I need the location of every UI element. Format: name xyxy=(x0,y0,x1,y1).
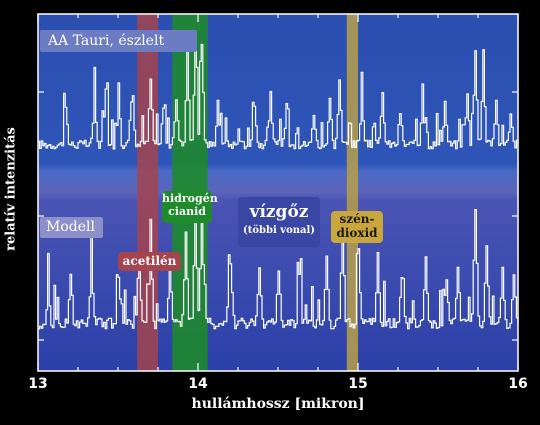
water-label-subtitle: (többi vonal) xyxy=(242,224,316,236)
co2-label: szén- dioxid xyxy=(331,211,383,243)
molecule-band xyxy=(346,14,358,371)
acetylene-label-text: acetilén xyxy=(122,254,177,268)
hcn-label-line2: cianid xyxy=(168,204,206,218)
observed-spectrum-line xyxy=(38,43,519,150)
x-tick-label: 15 xyxy=(348,376,368,392)
x-tick-label: 14 xyxy=(188,376,208,392)
co2-label-line2: dioxid xyxy=(336,225,378,240)
molecule-band xyxy=(137,14,158,371)
co2-label-line1: szén- xyxy=(339,212,375,226)
model-spectrum-line xyxy=(38,205,519,330)
x-tick-label: 13 xyxy=(28,376,48,392)
water-label: vízgőz (többi vonal) xyxy=(238,197,320,247)
hcn-label: hidrogén cianid xyxy=(162,191,218,223)
x-tick-label: 16 xyxy=(508,376,528,392)
y-axis-label-text: relatív intenzitás xyxy=(3,127,19,251)
tick-layer xyxy=(37,14,519,371)
trace-layer xyxy=(38,43,519,330)
observed-panel-label: AA Tauri, észlelt xyxy=(40,30,197,52)
plot-background xyxy=(38,14,518,371)
hcn-label-line1: hidrogén xyxy=(162,192,218,205)
acetylene-label: acetilén xyxy=(118,252,181,271)
water-label-title: vízgőz xyxy=(249,202,309,222)
model-panel-label: Modell xyxy=(40,217,103,238)
x-axis-label: hullámhossz [mikron] xyxy=(191,396,365,412)
